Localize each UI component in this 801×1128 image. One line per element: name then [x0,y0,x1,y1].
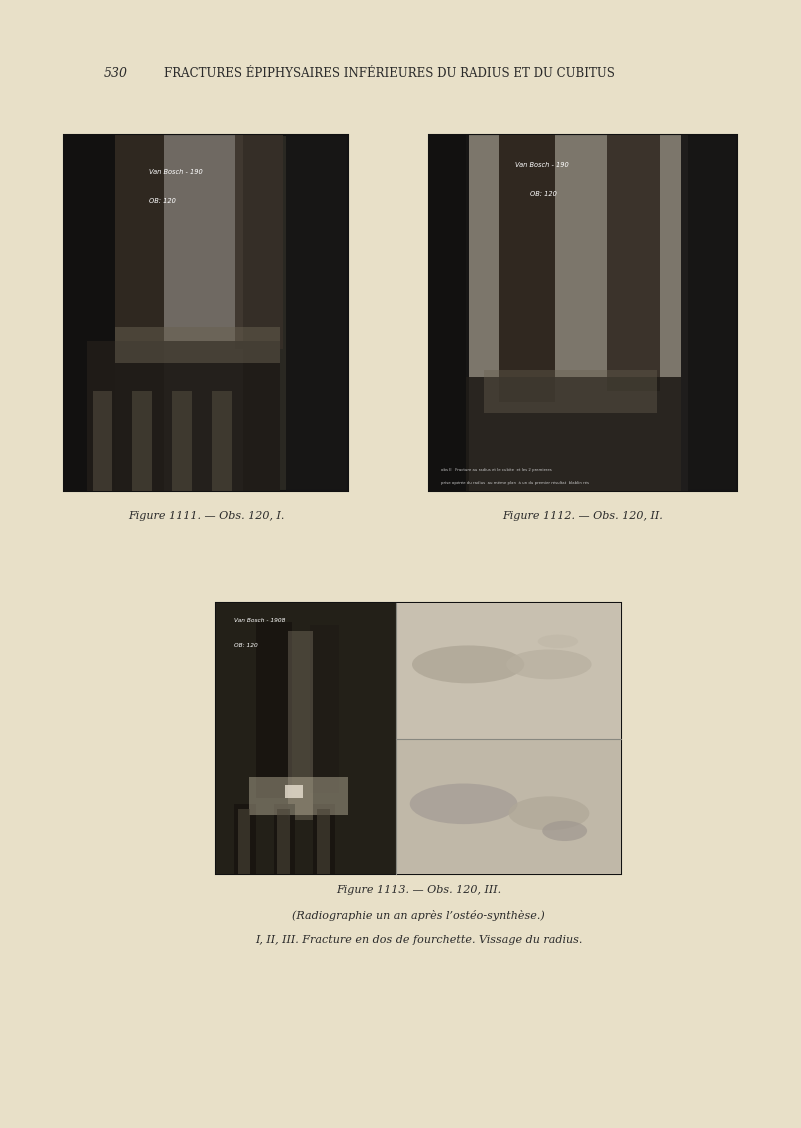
Ellipse shape [509,796,590,830]
Bar [277,809,290,874]
Ellipse shape [412,645,524,684]
Bar [132,391,152,491]
Bar [682,135,737,491]
Bar [465,377,682,491]
Text: I, II, III. Fracture en dos de fourchette. Vissage du radius.: I, II, III. Fracture en dos de fourchett… [255,935,582,945]
Ellipse shape [410,784,517,825]
Ellipse shape [506,650,592,679]
Text: 530: 530 [104,67,128,80]
Text: OB: 120: OB: 120 [234,643,258,647]
Bar [238,809,251,874]
Bar [115,135,163,355]
Bar [317,809,330,874]
Bar [288,631,313,820]
Text: Van Bosch - 190: Van Bosch - 190 [150,169,203,176]
Bar [64,135,348,491]
Text: Van Bosch - 190: Van Bosch - 190 [515,162,569,168]
Bar [216,603,396,874]
Text: FRACTURES ÉPIPHYSAIRES INFÉRIEURES DU RADIUS ET DU CUBITUS: FRACTURES ÉPIPHYSAIRES INFÉRIEURES DU RA… [164,67,615,80]
Bar [163,135,244,491]
Bar [172,391,192,491]
Bar [256,623,292,799]
Ellipse shape [537,635,578,649]
Bar [87,342,280,491]
Text: prise opérée du radius  au même plan  à un du premier résultat  blablin rés: prise opérée du radius au même plan à un… [441,482,589,485]
Bar [212,391,231,491]
Bar [235,135,283,349]
Bar [115,327,280,363]
Text: Figure 1112. — Obs. 120, II.: Figure 1112. — Obs. 120, II. [502,511,663,521]
Bar [396,739,621,874]
Bar [484,370,657,413]
Bar [429,135,737,491]
Text: obs II   Fracture au radius et le cubite  et les 2 premieres: obs II Fracture au radius et le cubite e… [441,468,552,473]
Bar [465,135,687,491]
Text: Van Bosch - 1908: Van Bosch - 1908 [234,618,286,624]
Bar [64,135,115,491]
Bar [310,625,339,793]
Bar [500,135,555,402]
Bar [274,804,296,874]
Bar [313,804,335,874]
Text: OB: 120: OB: 120 [150,197,176,204]
Bar [92,391,112,491]
Bar [286,135,348,491]
Text: OB: 120: OB: 120 [530,191,557,196]
Bar [216,603,621,874]
Bar [429,135,469,491]
Bar [248,777,348,814]
Bar [234,804,256,874]
Text: (Radiographie un an après l’ostéo-synthèse.): (Radiographie un an après l’ostéo-synthè… [292,910,545,922]
Bar [396,603,621,739]
Text: Figure 1113. — Obs. 120, III.: Figure 1113. — Obs. 120, III. [336,885,501,896]
Ellipse shape [542,821,587,841]
Bar [284,785,303,799]
Bar [607,135,660,391]
Text: Figure 1111. — Obs. 120, I.: Figure 1111. — Obs. 120, I. [128,511,284,521]
